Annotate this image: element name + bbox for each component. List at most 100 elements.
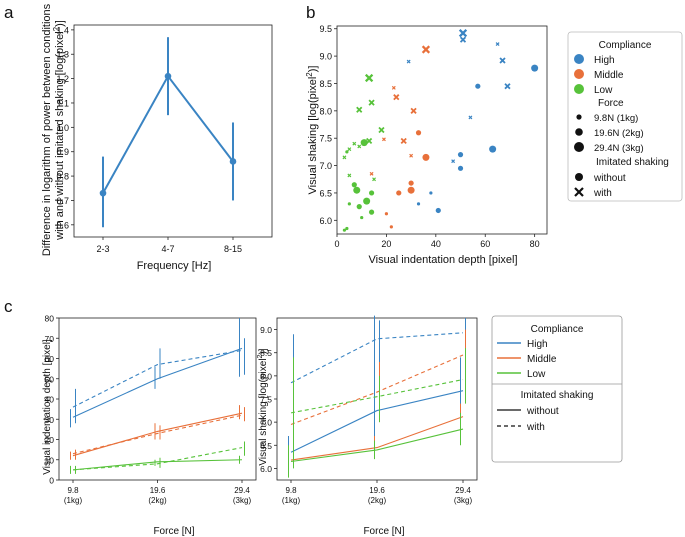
chart-c2-ytick-label-4: 8.0 — [260, 371, 272, 381]
chart-a-point-2 — [229, 158, 237, 165]
chart-c2-series-5 — [290, 379, 464, 414]
legend-b-with-swatch — [574, 187, 584, 197]
chart-b-point-35 — [368, 209, 375, 215]
chart-b-point-19 — [415, 130, 422, 136]
chart-b-point-50-b — [342, 155, 347, 160]
chart-c1-series-2 — [72, 412, 243, 457]
chart-b-point-13-b — [468, 115, 473, 120]
legend-b-force-3-swatch — [574, 142, 584, 152]
chart-b-point-42 — [345, 150, 349, 154]
chart-b-point-33 — [360, 139, 368, 147]
chart-a-xlabel: Frequency [Hz] — [137, 260, 212, 272]
chart-c1-ytick-label-8: 80 — [45, 314, 55, 324]
legend-b-middle: Middle — [594, 70, 624, 81]
chart-c2-series-1 — [290, 332, 464, 384]
chart-c2-series-4 — [290, 428, 464, 463]
chart-a-ylabel-1: Difference in logarithm of power between… — [41, 3, 53, 256]
chart-b-point-52-b — [347, 173, 352, 178]
chart-c1-xtick-label-0: 9.8 — [67, 486, 79, 495]
chart-b-point-11 — [499, 57, 506, 64]
chart-b-point-10 — [504, 83, 511, 90]
chart-a-ytick-label-3: 0.9 — [56, 147, 69, 157]
chart-b-ytick-label-1: 6.5 — [319, 188, 332, 198]
chart-b-point-28-b — [409, 153, 414, 158]
chart-b-point-34 — [356, 204, 362, 210]
chart-b-point-40 — [360, 215, 364, 220]
chart-b-point-23-b — [421, 45, 431, 54]
chart-b-xtick-label-0: 0 — [334, 239, 339, 249]
chart-c1-xtick-label-1: 19.6 — [150, 486, 166, 495]
legend-b-compliance-title: Compliance — [599, 40, 652, 51]
chart-c1-xtick-sublabel-1: (2kg) — [148, 496, 167, 505]
chart-b-point-45 — [366, 137, 373, 145]
chart-c1-ytick-label-6: 60 — [45, 354, 55, 364]
chart-b-point-6 — [429, 191, 433, 195]
chart-c1-series-5 — [72, 447, 243, 471]
chart-c2-ytick-label-0: 6.0 — [260, 464, 272, 474]
chart-c2-xtick-label-2: 29.4 — [455, 486, 471, 495]
chart-b-point-10-b — [504, 83, 511, 90]
legend-b-without: without — [593, 173, 626, 184]
chart-b-point-7 — [416, 202, 421, 206]
chart-b-point-43-b — [364, 73, 374, 83]
legend-b-middle-swatch — [574, 69, 584, 79]
legend-c-low: Low — [527, 369, 546, 380]
chart-b-point-14 — [451, 159, 456, 164]
legend-c-compliance-title: Compliance — [531, 324, 584, 335]
legend-c-with: with — [526, 422, 545, 433]
chart-b-point-48 — [352, 141, 357, 146]
chart-c2-axes — [276, 317, 478, 481]
legend-b-shaking-title: Imitated shaking — [596, 157, 669, 168]
chart-b-point-49 — [347, 147, 352, 152]
chart-b-point-25 — [393, 94, 400, 101]
panel-label-c: c — [4, 297, 13, 316]
chart-c2-series-0 — [290, 390, 464, 453]
chart-a-point-1 — [164, 72, 172, 80]
chart-c2-xtick-label-0: 9.8 — [285, 486, 297, 495]
chart-b-point-30 — [369, 171, 374, 176]
chart-c1-series-0 — [72, 347, 243, 418]
chart-b-point-45-b — [366, 137, 373, 145]
chart-a-ytick-label-5: 1.1 — [56, 98, 69, 108]
chart-c1: Visual indentation depth [pixel] Force [… — [42, 314, 257, 537]
chart-b-point-36 — [351, 182, 357, 188]
chart-b-point-51-b — [372, 177, 377, 182]
chart-b-point-16 — [422, 153, 430, 161]
panel-label-a: a — [4, 3, 14, 22]
legend-c: Compliance High Middle Low Imitated shak… — [491, 315, 623, 463]
legend-b: Compliance High Middle Low Force 9.8N (1… — [567, 31, 683, 202]
chart-c2-ytick-label-2: 7.0 — [260, 418, 272, 428]
chart-b-point-15-b — [406, 59, 411, 64]
chart-a-ytick-label-6: 1.2 — [56, 74, 69, 84]
chart-b-point-28 — [409, 153, 414, 158]
chart-b-point-24 — [410, 107, 417, 114]
chart-b-xlabel: Visual indentation depth [pixel] — [368, 254, 517, 266]
legend-c-shaking-title: Imitated shaking — [521, 390, 594, 401]
chart-b-point-47 — [368, 99, 375, 106]
chart-b-ytick-label-6: 9.0 — [319, 52, 332, 62]
chart-c1-ylabel: Visual indentation depth [pixel] — [42, 339, 53, 475]
chart-b-point-9 — [459, 36, 467, 43]
chart-c1-ytick-label-3: 30 — [45, 415, 55, 425]
legend-b-force-title: Force — [598, 98, 624, 109]
chart-b-point-32 — [363, 197, 371, 205]
chart-b-point-29 — [381, 137, 386, 142]
chart-a-point-0 — [99, 189, 107, 197]
chart-c1-ytick-label-2: 20 — [45, 435, 55, 445]
chart-a-ytick-label-7: 1.3 — [56, 50, 69, 60]
chart-c2-ytick-label-1: 6.5 — [260, 441, 272, 451]
chart-b-point-12-b — [495, 42, 500, 47]
chart-b-point-5 — [457, 165, 464, 171]
legend-b-force-1-swatch — [576, 114, 582, 120]
chart-b-point-27 — [391, 85, 396, 90]
chart-b-ytick-label-2: 7.0 — [319, 161, 332, 171]
chart-b-point-27-b — [391, 85, 396, 90]
chart-b-point-43 — [364, 73, 374, 83]
legend-b-without-swatch — [575, 173, 583, 181]
chart-b-point-44-b — [378, 126, 385, 134]
chart-b-point-53-b — [357, 144, 362, 149]
chart-c1-xtick-label-2: 29.4 — [234, 486, 250, 495]
chart-b-point-30-b — [369, 171, 374, 176]
chart-b-xtick-label-1: 20 — [381, 239, 391, 249]
